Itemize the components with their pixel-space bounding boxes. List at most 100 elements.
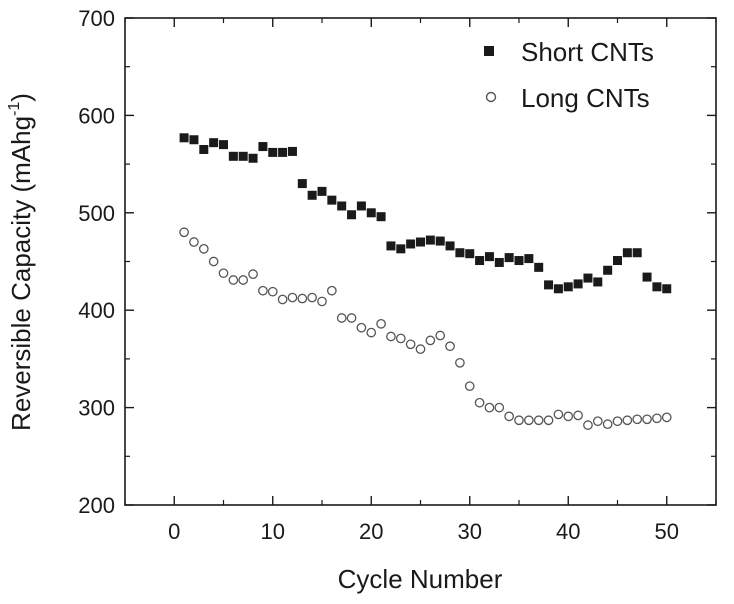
x-axis-title: Cycle Number xyxy=(338,564,503,594)
point-long-cnts xyxy=(484,402,495,413)
point-long-cnts xyxy=(248,269,258,280)
point-short-cnts xyxy=(524,254,534,264)
legend: Short CNTs Long CNTs xyxy=(484,37,654,113)
point-short-cnts xyxy=(406,239,416,249)
point-short-cnts xyxy=(238,151,248,161)
point-short-cnts xyxy=(593,277,603,287)
legend-label-short-cnts: Short CNTs xyxy=(521,37,654,67)
x-tick-label: 50 xyxy=(655,519,679,544)
point-long-cnts xyxy=(366,327,377,338)
point-short-cnts xyxy=(573,279,583,289)
point-short-cnts xyxy=(534,262,544,272)
point-short-cnts xyxy=(356,201,366,211)
x-tick-label: 40 xyxy=(556,519,580,544)
x-tick-label: 20 xyxy=(359,519,383,544)
point-short-cnts xyxy=(652,282,662,292)
point-long-cnts xyxy=(356,322,367,333)
point-short-cnts xyxy=(494,257,504,267)
point-short-cnts xyxy=(563,282,573,292)
point-short-cnts xyxy=(278,147,288,157)
point-long-cnts xyxy=(445,341,455,352)
axis-ticks xyxy=(124,17,717,506)
point-long-cnts xyxy=(198,243,209,254)
point-short-cnts xyxy=(553,284,563,294)
point-long-cnts xyxy=(642,414,652,425)
y-tick-label: 300 xyxy=(78,396,115,421)
point-long-cnts xyxy=(622,415,633,426)
point-short-cnts xyxy=(484,252,494,262)
point-short-cnts xyxy=(445,241,455,251)
point-short-cnts xyxy=(317,186,327,196)
point-long-cnts xyxy=(326,285,337,296)
point-short-cnts xyxy=(347,210,357,220)
point-short-cnts xyxy=(425,235,435,245)
point-short-cnts xyxy=(179,133,189,143)
y-tick-label: 600 xyxy=(78,103,115,128)
y-tick-label: 200 xyxy=(78,493,115,518)
point-short-cnts xyxy=(504,253,514,263)
point-short-cnts xyxy=(642,272,652,282)
x-tick-label: 0 xyxy=(168,519,180,544)
point-short-cnts xyxy=(622,248,632,258)
point-long-cnts xyxy=(455,357,465,368)
point-short-cnts xyxy=(435,236,445,246)
point-short-cnts xyxy=(337,201,347,211)
y-tick-label: 700 xyxy=(78,6,115,31)
legend-marker-long-cnts xyxy=(485,91,497,103)
point-short-cnts xyxy=(632,248,642,258)
point-long-cnts xyxy=(652,413,662,424)
point-long-cnts xyxy=(277,294,288,305)
point-long-cnts xyxy=(238,275,249,285)
point-short-cnts xyxy=(199,144,209,154)
point-long-cnts xyxy=(425,335,436,346)
point-long-cnts xyxy=(563,411,574,422)
y-tick-label: 500 xyxy=(78,201,115,226)
point-long-cnts xyxy=(494,402,505,413)
point-long-cnts xyxy=(592,416,603,427)
point-long-cnts xyxy=(386,331,396,342)
point-long-cnts xyxy=(415,344,426,355)
point-short-cnts xyxy=(662,284,672,294)
point-short-cnts xyxy=(416,237,425,247)
y-axis-title-superscript: -1 xyxy=(6,102,23,116)
point-long-cnts xyxy=(435,330,446,341)
point-long-cnts xyxy=(533,415,544,426)
point-short-cnts xyxy=(465,249,475,259)
point-long-cnts xyxy=(602,419,613,430)
point-long-cnts xyxy=(573,410,583,421)
y-tick-label: 400 xyxy=(78,298,115,323)
point-short-cnts xyxy=(268,147,278,157)
point-long-cnts xyxy=(297,293,308,304)
point-long-cnts xyxy=(612,416,623,427)
point-long-cnts xyxy=(523,415,534,426)
point-short-cnts xyxy=(455,248,465,258)
point-short-cnts xyxy=(386,241,396,251)
point-long-cnts xyxy=(336,313,347,323)
point-short-cnts xyxy=(475,256,485,266)
point-short-cnts xyxy=(307,190,317,200)
legend-label-long-cnts: Long CNTs xyxy=(521,83,650,113)
point-long-cnts xyxy=(474,397,485,408)
point-long-cnts xyxy=(346,313,357,323)
point-long-cnts xyxy=(179,227,189,238)
point-short-cnts xyxy=(287,146,297,156)
x-tick-label: 10 xyxy=(261,519,285,544)
point-long-cnts xyxy=(218,268,229,279)
point-short-cnts xyxy=(514,256,524,266)
point-long-cnts xyxy=(317,296,327,307)
point-short-cnts xyxy=(258,142,268,152)
point-long-cnts xyxy=(395,333,406,344)
point-long-cnts xyxy=(405,339,416,350)
point-short-cnts xyxy=(297,179,307,189)
point-long-cnts xyxy=(267,286,278,297)
point-long-cnts xyxy=(583,420,593,430)
point-long-cnts xyxy=(632,414,643,425)
point-short-cnts xyxy=(396,244,406,254)
point-short-cnts xyxy=(228,151,238,161)
point-long-cnts xyxy=(661,412,672,423)
y-axis-title: Reversible Capacity (mAhg-1) xyxy=(6,93,36,431)
x-tick-label: 30 xyxy=(458,519,482,544)
point-short-cnts xyxy=(376,212,386,222)
point-long-cnts xyxy=(189,237,199,247)
